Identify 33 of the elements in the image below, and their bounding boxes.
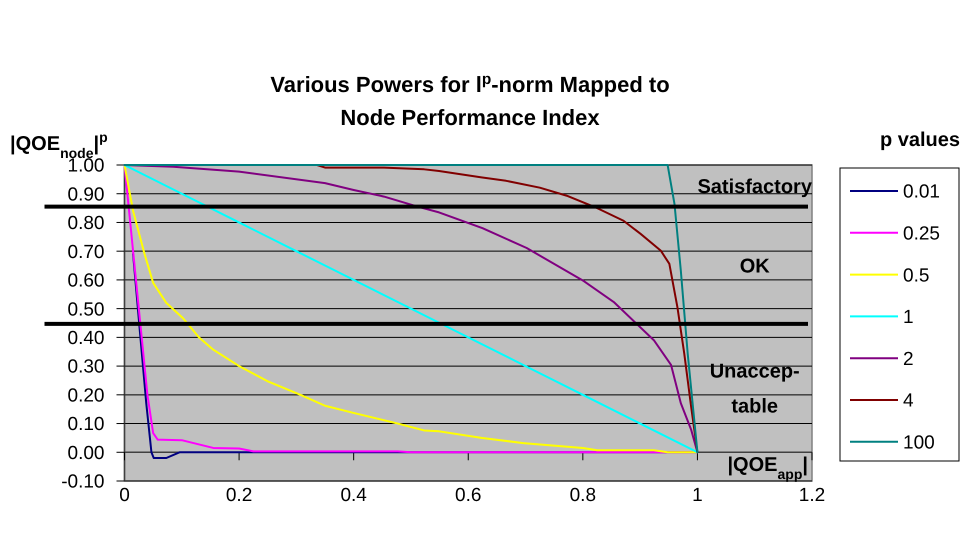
legend-title: p values (880, 129, 960, 151)
annotation: OK (740, 255, 770, 278)
x-tick-label: 0.6 (455, 485, 482, 506)
y-tick-label: 0.70 (68, 242, 104, 263)
x-tick-label: 0.4 (340, 485, 368, 506)
chart-title: Various Powers for l$^{p}$-norm Mapped to Node Performance Index (270, 70, 670, 130)
annotation: Unaccep- table (710, 360, 800, 418)
x-tick-label: 1 (692, 485, 703, 506)
y-tick-label: 0.40 (68, 328, 104, 350)
x-axis-title: |QOE$_{app}$| (727, 454, 808, 482)
y-tick-label: 0.80 (68, 213, 104, 234)
legend-label: 2 (903, 348, 914, 370)
line-series (316, 164, 698, 454)
y-tick-label: 0.50 (68, 299, 104, 320)
y-tick-label: 0.60 (68, 270, 104, 292)
x-tick-label: 0 (119, 485, 130, 506)
legend-label: 1 (903, 307, 914, 328)
y-tick-label: 0.00 (68, 442, 104, 464)
legend-label: 4 (903, 390, 914, 412)
y-tick-label: 0.20 (68, 385, 104, 406)
legend-label: 0.5 (903, 265, 930, 286)
y-tick-label: -0.10 (61, 472, 104, 493)
legend-label: 0.01 (903, 182, 940, 203)
line-series (124, 164, 698, 454)
legend-label: 0.25 (903, 223, 940, 244)
annotation: Satisfactory (697, 176, 813, 198)
y-tick-label: 0.90 (68, 184, 104, 206)
y-tick-label: 0.30 (68, 356, 104, 378)
x-tick-label: 0.2 (226, 485, 252, 506)
y-tick-label: 0.10 (68, 414, 104, 436)
x-tick-label: 1.2 (798, 485, 826, 506)
legend-label: 100 (903, 432, 935, 454)
x-tick-label: 0.8 (570, 485, 596, 506)
